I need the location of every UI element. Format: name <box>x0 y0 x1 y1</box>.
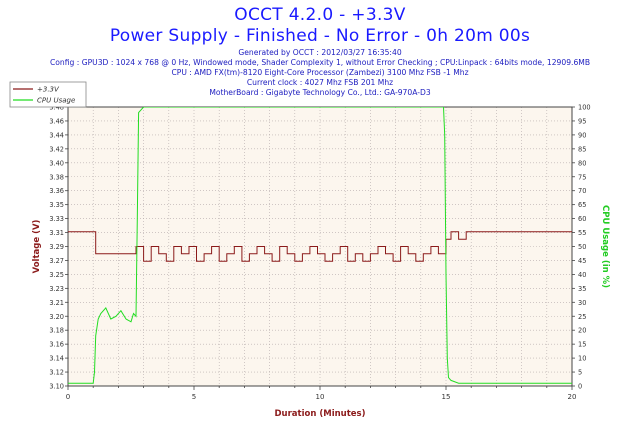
y-tick-label: 3.25 <box>49 271 64 279</box>
y2-tick-label: 10 <box>578 355 586 363</box>
y2-tick-label: 5 <box>578 369 582 377</box>
y-tick-label: 3.35 <box>49 201 64 209</box>
motherboard-line: MotherBoard : Gigabyte Technology Co., L… <box>209 88 431 97</box>
y2-tick-label: 100 <box>578 104 591 112</box>
x-tick-label: 15 <box>442 393 451 401</box>
legend-label: CPU Usage <box>37 97 75 105</box>
y2-tick-label: 25 <box>578 313 586 321</box>
y2-tick-label: 0 <box>578 383 582 391</box>
chart-title: OCCT 4.2.0 - +3.3V <box>234 5 406 25</box>
y2-tick-label: 20 <box>578 327 586 335</box>
y-tick-label: 3.38 <box>49 173 64 181</box>
y-tick-label: 3.20 <box>49 313 64 321</box>
y2-tick-label: 45 <box>578 257 586 265</box>
x-tick-label: 20 <box>568 393 577 401</box>
generated-line: Generated by OCCT : 2012/03/27 16:35:40 <box>238 48 402 57</box>
y-tick-label: 3.42 <box>49 145 64 153</box>
cpu-usage-series-line <box>68 107 572 384</box>
y-tick-label: 3.21 <box>49 299 64 307</box>
legend-box <box>9 81 87 108</box>
y2-tick-label: 35 <box>578 285 586 293</box>
y-tick-label: 3.31 <box>49 229 64 237</box>
y2-tick-label: 65 <box>578 201 586 209</box>
x-tick-label: 10 <box>316 393 325 401</box>
y-axis-label: Voltage (V) <box>32 219 42 273</box>
x-tick-label: 0 <box>66 393 70 401</box>
y-tick-label: 3.18 <box>49 327 64 335</box>
y-tick-label: 3.10 <box>49 383 64 391</box>
y2-tick-label: 55 <box>578 229 586 237</box>
y-tick-label: 3.29 <box>49 243 64 251</box>
clock-line: Current clock : 4027 Mhz FSB 201 Mhz <box>246 78 394 87</box>
voltage-series-line <box>68 231 572 262</box>
y2-tick-label: 70 <box>578 187 586 195</box>
y-tick-label: 3.12 <box>49 369 64 377</box>
y2-tick-label: 80 <box>578 159 586 167</box>
y2-tick-label: 90 <box>578 131 586 139</box>
y-tick-label: 3.14 <box>49 355 64 363</box>
y-tick-label: 3.46 <box>49 117 64 125</box>
y-tick-label: 3.27 <box>49 257 64 265</box>
y2-axis-label: CPU Usage (in %) <box>600 205 610 288</box>
y2-tick-label: 95 <box>578 117 586 125</box>
x-axis-label: Duration (Minutes) <box>275 409 366 419</box>
y2-tick-label: 15 <box>578 341 586 349</box>
y-tick-label: 3.16 <box>49 341 64 349</box>
legend: +3.3V CPU Usage <box>9 81 87 108</box>
y-tick-label: 3.23 <box>49 285 64 293</box>
x-tick-label: 5 <box>192 393 196 401</box>
y-tick-label: 3.44 <box>49 131 64 139</box>
cpu-line: CPU : AMD FX(tm)-8120 Eight-Core Process… <box>171 68 469 77</box>
y-tick-label: 3.48 <box>49 104 64 112</box>
y2-tick-label: 60 <box>578 215 586 223</box>
y2-tick-label: 30 <box>578 299 586 307</box>
y-tick-label: 3.33 <box>49 215 64 223</box>
chart-subtitle: Power Supply - Finished - No Error - 0h … <box>109 26 531 46</box>
y2-tick-label: 85 <box>578 145 586 153</box>
config-line: Config : GPU3D : 1024 x 768 @ 0 Hz, Wind… <box>49 58 591 67</box>
y-tick-label: 3.36 <box>49 187 64 195</box>
y2-tick-label: 75 <box>578 173 586 181</box>
legend-label: +3.3V <box>37 86 60 94</box>
y-tick-label: 3.40 <box>49 159 64 167</box>
y2-tick-label: 50 <box>578 243 586 251</box>
y2-tick-label: 40 <box>578 271 586 279</box>
